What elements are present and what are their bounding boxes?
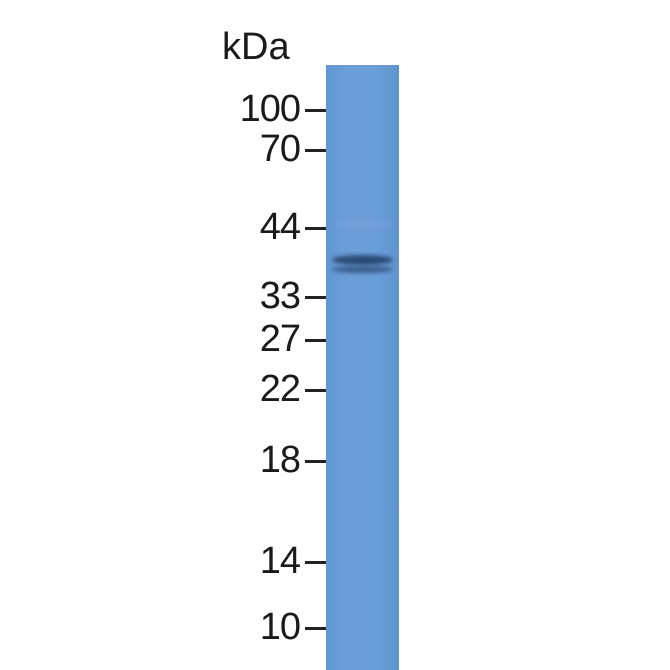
- marker-label: 22: [259, 368, 301, 410]
- marker-tick: [305, 148, 326, 152]
- marker-tick: [305, 108, 326, 112]
- marker-tick: [305, 226, 326, 230]
- marker-label: 44: [259, 206, 301, 248]
- marker-label: 18: [259, 439, 301, 481]
- sample-lane: [326, 65, 399, 670]
- marker-label: 70: [259, 128, 301, 170]
- marker-label: 100: [239, 88, 301, 130]
- main-band-lower: [332, 266, 393, 273]
- marker-label: 10: [259, 606, 301, 648]
- marker-tick: [305, 459, 326, 463]
- marker-tick: [305, 560, 326, 564]
- marker-tick: [305, 295, 326, 299]
- faint-band: [332, 219, 393, 229]
- marker-tick: [305, 388, 326, 392]
- unit-label: kDa: [222, 26, 290, 68]
- marker-tick: [305, 626, 326, 630]
- marker-label: 27: [259, 318, 301, 360]
- main-band-upper: [332, 255, 393, 265]
- marker-label: 14: [259, 540, 301, 582]
- marker-tick: [305, 338, 326, 342]
- marker-label: 33: [259, 275, 301, 317]
